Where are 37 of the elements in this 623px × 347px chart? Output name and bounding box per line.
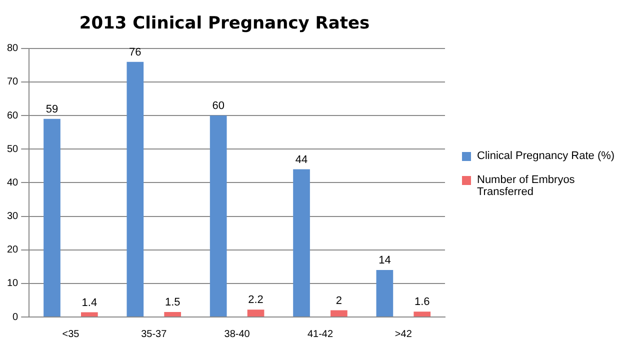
y-tick-label: 70 xyxy=(7,76,19,88)
data-label: 59 xyxy=(46,103,58,116)
data-label: 76 xyxy=(129,46,142,58)
x-tick-label: 35-37 xyxy=(141,328,168,340)
y-tick-label: 60 xyxy=(7,110,19,122)
y-tick-label: 10 xyxy=(7,278,19,290)
legend-label: Number of Embryos Transferred xyxy=(477,174,576,198)
y-tick-label: 30 xyxy=(7,211,19,222)
bar xyxy=(44,118,60,316)
y-tick-label: 0 xyxy=(12,312,19,323)
y-tick-label: 80 xyxy=(7,43,19,54)
bar xyxy=(376,270,394,316)
bar xyxy=(414,312,431,316)
data-label: 44 xyxy=(295,154,308,166)
x-tick-label: >42 xyxy=(394,328,412,340)
x-tick-label: <35 xyxy=(62,328,80,340)
chart-title: 2013 Clinical Pregnancy Rates xyxy=(79,14,370,34)
legend-label: Clinical Pregnancy Rate (%) xyxy=(477,150,615,162)
data-label: 14 xyxy=(378,254,391,267)
x-tick-label: 38-40 xyxy=(224,328,250,340)
data-label: 2.2 xyxy=(248,294,264,306)
data-label: 1.5 xyxy=(164,296,180,308)
bar xyxy=(330,310,348,316)
bar xyxy=(247,310,264,316)
data-label: 60 xyxy=(212,100,224,112)
bar xyxy=(126,62,144,316)
y-tick-label: 20 xyxy=(7,244,19,256)
bar xyxy=(293,169,310,316)
bar xyxy=(81,312,98,316)
data-label: 1.6 xyxy=(414,296,430,308)
x-tick-label: 41-42 xyxy=(307,328,334,340)
y-tick-label: 50 xyxy=(7,144,19,155)
bar xyxy=(164,312,182,316)
y-tick-label: 40 xyxy=(7,177,19,188)
data-label: 1.4 xyxy=(82,296,98,309)
data-label: 2 xyxy=(336,294,342,307)
bar xyxy=(210,116,227,316)
